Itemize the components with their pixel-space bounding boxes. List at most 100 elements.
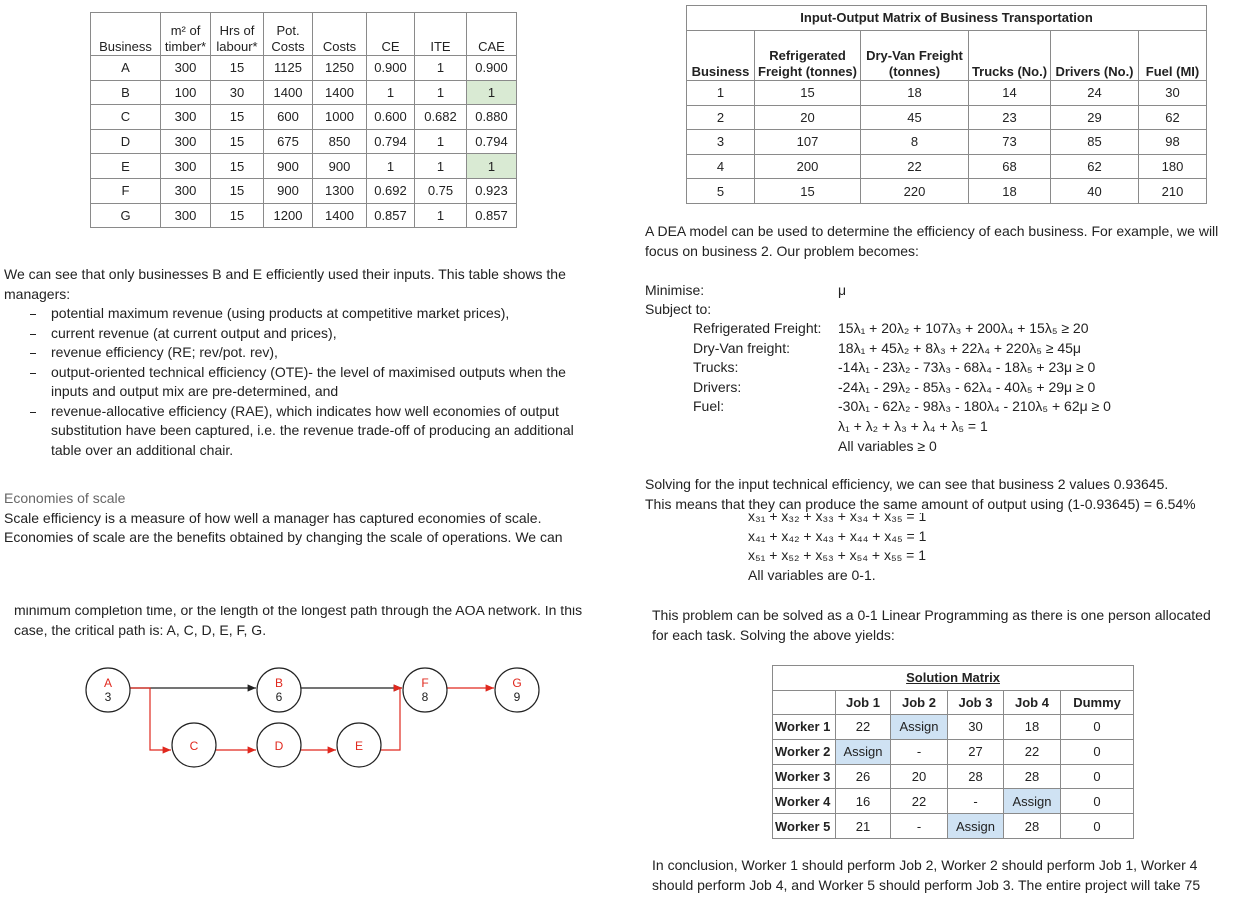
- cell: 300: [160, 128, 211, 155]
- cell: 850: [312, 128, 367, 155]
- cell: 3: [686, 129, 755, 155]
- cell: 15: [210, 55, 264, 81]
- cell: 73: [968, 129, 1051, 155]
- cell: 15: [754, 80, 861, 106]
- node-label: G: [512, 676, 521, 690]
- cell: 45: [860, 104, 969, 131]
- node-value: 9: [514, 690, 521, 704]
- cell: 2: [686, 104, 755, 131]
- cell: 40: [1050, 178, 1139, 204]
- critical-arrow: [381, 684, 402, 751]
- row: 4 200 22 68 62 180: [686, 153, 1208, 180]
- cell: 15: [210, 202, 264, 229]
- section-heading: Economies of scale: [4, 490, 126, 506]
- row-head: Worker 4: [772, 788, 836, 815]
- title-row: Input-Output Matrix of Business Transpor…: [685, 5, 1208, 31]
- row-head: Worker 3: [772, 763, 836, 790]
- constraint-label: Trucks:: [693, 359, 739, 376]
- text-line: This means that they can produce the sam…: [645, 495, 1196, 512]
- text-line: minimum completion time, or the length o…: [14, 606, 583, 618]
- cell: 18: [1003, 714, 1061, 740]
- bullet-text: revenue efficiency (RE; rev/pot. rev),: [51, 344, 278, 360]
- intro-text: We can see that only businesses B and E …: [4, 266, 566, 302]
- cell: 20: [754, 104, 861, 131]
- node-label: E: [355, 739, 363, 753]
- header-row: Business Refrigerated Freight (tonnes) Dry…: [686, 30, 1208, 81]
- cell: 210: [1137, 178, 1208, 204]
- row: D 300 15 675 850 0.794 1 0.794: [90, 128, 517, 155]
- row-head: Worker 2: [772, 738, 836, 765]
- cell: 28: [1003, 813, 1061, 839]
- cell: 600: [263, 104, 313, 130]
- cell: 0: [1059, 763, 1135, 790]
- cell: 15: [210, 128, 264, 155]
- cell: 220: [860, 178, 969, 204]
- text-line: Economies of scale are the benefits obta…: [4, 529, 563, 545]
- header-cell: Dry-Van Freight (tonnes): [860, 30, 969, 81]
- node: [336, 722, 382, 768]
- cell: 0: [1059, 788, 1135, 815]
- table: Business m² of timber* Hrs of labour* Pot. …: [90, 12, 517, 229]
- cell: G: [90, 202, 161, 229]
- cell: A: [90, 55, 161, 81]
- row: Worker 2 Assign -27 22 0: [772, 738, 1135, 765]
- cell: 21: [835, 813, 891, 839]
- cell: -: [947, 788, 1004, 815]
- header-cell: Dummy: [1059, 690, 1135, 715]
- node-label: D: [275, 739, 284, 753]
- equation: All variables are 0-1.: [748, 566, 876, 583]
- cell: Assign: [1003, 788, 1061, 815]
- cell: 0.857: [466, 202, 517, 229]
- header-cell: Business: [686, 30, 755, 81]
- constraint-label: Drivers:: [693, 378, 742, 395]
- constraint-expr: All variables ≥ 0: [838, 437, 937, 454]
- cell: 0.794: [366, 128, 415, 155]
- text-line: Scale efficiency is a measure of how wel…: [4, 509, 542, 526]
- constraint-label: Refrigerated Freight:: [693, 320, 822, 336]
- cell: 30: [1137, 80, 1208, 106]
- text-line: case, the critical path is: A, C, D, E, …: [14, 622, 267, 638]
- title-row: Solution Matrix: [771, 665, 1135, 691]
- cell: 85: [1050, 129, 1139, 155]
- constraint-expr: -30λ₁ - 62λ₂ - 98λ₃ - 180λ₄ - 210λ₅ + 62…: [838, 398, 1111, 415]
- cell: 15: [210, 153, 264, 179]
- header-cell: CE: [366, 12, 415, 56]
- header-cell: Trucks (No.): [968, 30, 1051, 81]
- cell: -: [890, 738, 948, 765]
- bullet-list: potential maximum revenue (using product…: [30, 304, 610, 460]
- cell: 14: [968, 80, 1051, 106]
- row: Worker 5 21- Assign 28 0: [772, 813, 1135, 839]
- header-cell: Business: [90, 12, 161, 56]
- cell: 0: [1059, 813, 1135, 839]
- cell: 62: [1050, 153, 1139, 180]
- objective-label: Minimise:: [645, 282, 705, 298]
- aoa-network: A3 B6 F8 G9 C D E: [85, 667, 540, 768]
- bullet-item: output-oriented technical efficiency (OT…: [30, 363, 601, 402]
- cell: 0.692: [366, 177, 415, 204]
- cell: 5: [686, 178, 755, 204]
- cell: 1: [366, 79, 415, 106]
- cell: 0.857: [366, 202, 415, 229]
- cell: 900: [312, 153, 367, 179]
- text-line: This problem can be solved as a 0-1 Line…: [652, 607, 1211, 623]
- header-cell: Costs: [312, 12, 367, 56]
- bullet-dash: [30, 333, 36, 335]
- node-value: 6: [276, 690, 283, 704]
- cell: 1: [414, 128, 467, 155]
- row: Worker 1 22 Assign 30 18 0: [772, 714, 1135, 740]
- header-cell: Hrs of labour*: [210, 12, 264, 56]
- node-label: C: [190, 739, 199, 753]
- row: E 300 15 900 900 1 1 1: [90, 153, 517, 179]
- constraint-expr: 15λ₁ + 20λ₂ + 107λ₃ + 200λ₄ + 15λ₅ ≥ 20: [838, 320, 1089, 336]
- bullet-text: potential maximum revenue (using product…: [51, 305, 510, 321]
- text-line: Solving for the input technical efficien…: [645, 476, 1169, 492]
- assignment-equations: x₃₁ + x₃₂ + x₃₃ + x₃₄ + x₃₅ = 1 x₄₁ + x₄₂…: [748, 513, 1048, 589]
- cell: 8: [860, 129, 969, 155]
- cell: 180: [1137, 153, 1208, 180]
- cell: 1400: [312, 202, 367, 229]
- cell: 0: [1059, 738, 1135, 765]
- row: F 300 15 900 1300 0.692 0.75 0.923: [90, 177, 517, 204]
- node-label: A: [104, 676, 112, 690]
- cell: 1: [466, 79, 517, 106]
- cell: B: [90, 79, 161, 106]
